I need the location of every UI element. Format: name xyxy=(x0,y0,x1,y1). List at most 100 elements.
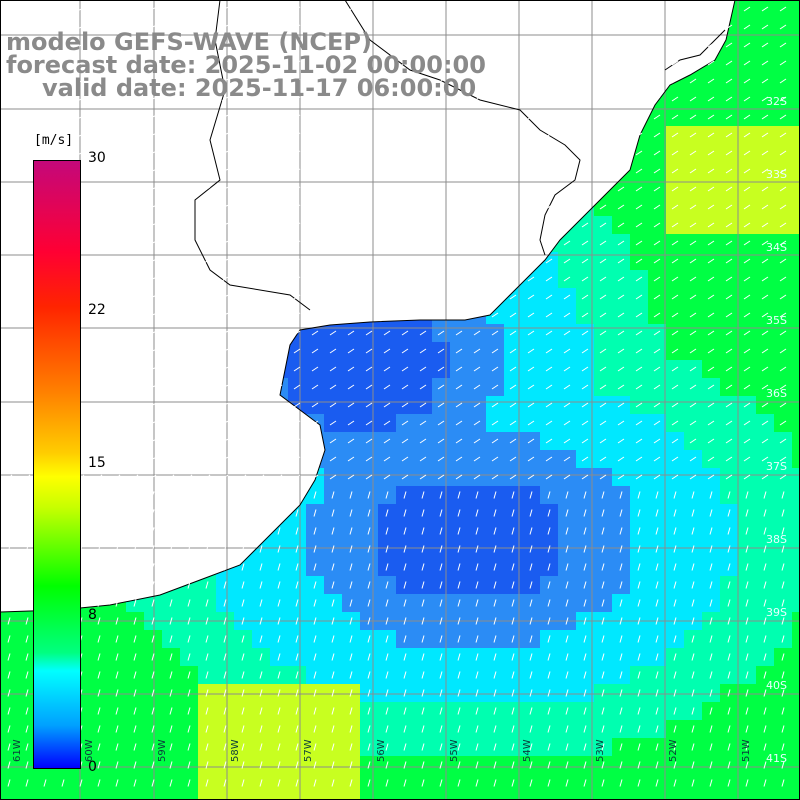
wind-arrow xyxy=(763,761,767,769)
wind-arrow xyxy=(5,96,13,102)
wind-arrow xyxy=(41,60,49,66)
wind-arrow xyxy=(167,456,175,462)
wind-arrow xyxy=(167,96,175,102)
wind-arrow xyxy=(185,258,193,264)
wind-arrow xyxy=(509,348,517,354)
wind-arrow xyxy=(347,42,355,48)
wind-arrow xyxy=(421,707,425,715)
longitude-label: 57W xyxy=(303,739,314,762)
wind-arrow xyxy=(527,366,535,372)
wind-arrow xyxy=(491,42,499,48)
wind-arrow xyxy=(115,509,119,517)
wind-arrow xyxy=(725,420,733,426)
wind-arrow xyxy=(203,402,211,408)
wind-arrow xyxy=(689,456,697,462)
wind-arrow xyxy=(113,258,121,264)
wind-arrow xyxy=(25,599,29,607)
wind-arrow xyxy=(329,24,337,30)
wind-arrow xyxy=(295,617,299,625)
wind-arrow xyxy=(581,348,589,354)
wind-arrow xyxy=(113,150,121,156)
wind-arrow xyxy=(365,114,373,120)
wind-arrow xyxy=(653,366,661,372)
wind-arrow xyxy=(689,384,697,390)
wind-arrow xyxy=(491,330,499,336)
wind-arrow xyxy=(367,617,371,625)
wind-arrow xyxy=(761,186,769,192)
wind-arrow xyxy=(239,384,247,390)
wind-arrow xyxy=(545,474,553,480)
wind-arrow xyxy=(149,78,157,84)
longitude-label: 60W xyxy=(84,739,95,762)
wind-arrow xyxy=(401,348,409,354)
wind-arrow xyxy=(671,96,679,102)
wind-arrow xyxy=(529,491,533,499)
wind-arrow xyxy=(5,312,13,318)
wind-arrow xyxy=(257,420,265,426)
wind-arrow xyxy=(221,420,229,426)
wind-arrow xyxy=(257,186,265,192)
wind-arrow xyxy=(709,707,713,715)
wind-arrow xyxy=(473,474,481,480)
wind-arrow xyxy=(637,707,641,715)
wind-arrow xyxy=(401,294,409,300)
wind-arrow xyxy=(401,330,409,336)
wind-arrow xyxy=(23,312,31,318)
wind-arrow xyxy=(473,330,481,336)
wind-arrow xyxy=(293,330,301,336)
wind-arrow xyxy=(509,114,517,120)
wind-arrow xyxy=(221,60,229,66)
wind-arrow xyxy=(331,491,335,499)
wind-arrow xyxy=(545,60,553,66)
wind-arrow xyxy=(599,330,607,336)
wind-arrow xyxy=(365,204,373,210)
wind-arrow xyxy=(275,438,283,444)
wind-arrow xyxy=(133,635,137,643)
wind-arrow xyxy=(509,186,517,192)
wind-arrow xyxy=(637,617,641,625)
wind-arrow xyxy=(383,60,391,66)
border-line-river xyxy=(194,0,311,311)
wind-arrow xyxy=(619,617,623,625)
wind-arrow xyxy=(95,78,103,84)
wind-arrow xyxy=(511,707,515,715)
wind-speed-cell xyxy=(486,792,504,800)
wind-arrow xyxy=(601,527,605,535)
wind-arrow xyxy=(221,348,229,354)
wind-arrow xyxy=(311,402,319,408)
wind-arrow xyxy=(133,725,137,733)
wind-arrow xyxy=(347,348,355,354)
wind-arrow xyxy=(527,294,535,300)
wind-arrow xyxy=(473,150,481,156)
wind-arrow xyxy=(365,312,373,318)
wind-arrow xyxy=(743,402,751,408)
wind-arrow xyxy=(673,725,677,733)
wind-arrow xyxy=(493,635,497,643)
wind-arrow xyxy=(277,635,281,643)
wind-arrow xyxy=(7,491,11,499)
wind-arrow xyxy=(221,222,229,228)
wind-arrow xyxy=(349,707,353,715)
wind-arrow xyxy=(331,761,335,769)
wind-arrow xyxy=(275,186,283,192)
wind-arrow xyxy=(113,402,121,408)
wind-arrow xyxy=(167,204,175,210)
wind-arrow xyxy=(115,671,119,679)
wind-arrow xyxy=(329,78,337,84)
wind-arrow xyxy=(563,78,571,84)
wind-arrow xyxy=(221,6,229,12)
wind-arrow xyxy=(205,671,209,679)
wind-arrow xyxy=(709,491,713,499)
wind-arrow xyxy=(563,168,571,174)
wind-arrow xyxy=(761,348,769,354)
wind-arrow xyxy=(491,204,499,210)
wind-arrow xyxy=(761,312,769,318)
wind-arrow xyxy=(203,384,211,390)
wind-arrow xyxy=(439,545,443,553)
wind-arrow xyxy=(527,168,535,174)
wind-arrow xyxy=(367,599,371,607)
wind-arrow xyxy=(673,491,677,499)
wind-arrow xyxy=(23,456,31,462)
wind-arrow xyxy=(331,779,335,787)
wind-arrow xyxy=(239,276,247,282)
